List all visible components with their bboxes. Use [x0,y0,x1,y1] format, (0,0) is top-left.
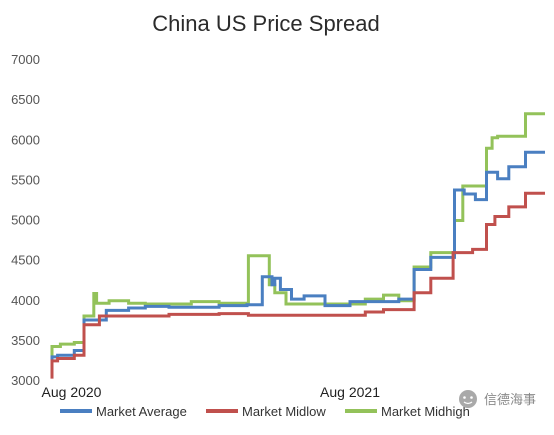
legend-label: Market Average [96,404,187,419]
series-line-market-midlow [50,191,545,379]
legend-item-market-average: Market Average [60,404,187,419]
y-tick-label: 4500 [11,253,40,268]
legend-item-market-midlow: Market Midlow [206,404,326,419]
x-date-label: Aug 2021 [320,384,380,400]
watermark: 信德海事 [459,390,536,408]
legend-label: Market Midlow [242,404,326,419]
series-line-market-midhigh [50,112,545,365]
y-tick-label: 6500 [11,92,40,107]
legend-item-market-midhigh: Market Midhigh [345,404,470,419]
y-tick-label: 4000 [11,293,40,308]
legend: Market Average Market Midlow Market Midhig… [60,404,470,419]
y-tick-label: 5500 [11,172,40,187]
y-tick-label: 3000 [11,373,40,388]
y-tick-label: 3500 [11,333,40,348]
watermark-text: 信德海事 [484,392,536,407]
y-tick-label: 6000 [11,132,40,147]
series-lines [50,112,545,379]
y-tick-label: 7000 [11,52,40,67]
legend-label: Market Midhigh [381,404,470,419]
x-axis-date-labels: Aug 2020 Aug 2021 [42,384,381,400]
series-line-market-average [50,150,545,373]
x-date-label: Aug 2020 [42,384,102,400]
y-axis-tick-labels: 3000 3500 4000 4500 5000 5500 6000 6500 7000 [11,52,40,388]
y-tick-label: 5000 [11,213,40,228]
wechat-logo-icon [459,390,477,408]
chart-title: China US Price Spread [152,11,379,36]
